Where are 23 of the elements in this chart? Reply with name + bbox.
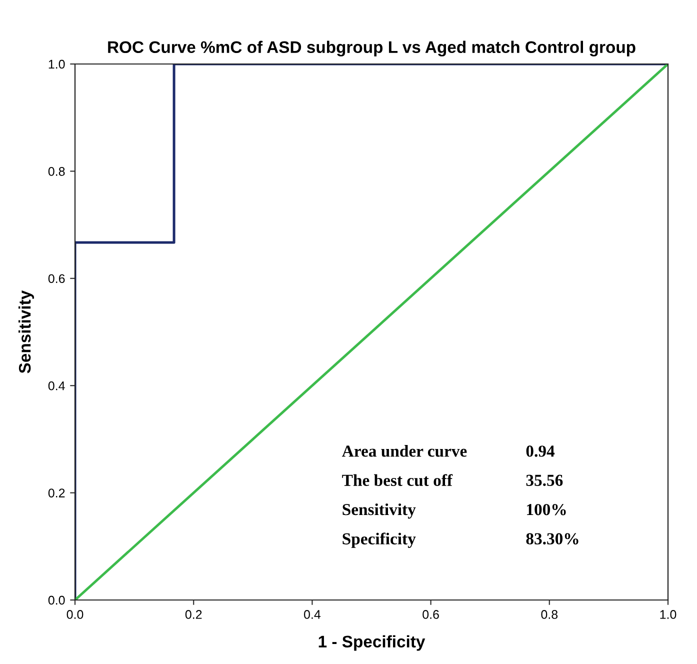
y-axis-title: Sensitivity	[18, 290, 34, 374]
y-tick-label: 0.0	[48, 596, 65, 605]
y-tick-label: 0.8	[48, 167, 65, 176]
x-tick-label: 0.2	[185, 610, 202, 619]
annotation: 0.94	[526, 446, 555, 457]
y-tick-label: 0.6	[48, 274, 65, 284]
y-tick-label: 1.0	[48, 60, 65, 69]
x-tick-label: 0.0	[66, 610, 84, 619]
x-axis-title: 1 - Specificity	[318, 635, 426, 651]
y-tick-label: 0.2	[48, 488, 65, 498]
annotation: 100%	[527, 504, 566, 516]
annotation: 35.56	[526, 474, 563, 486]
annotation: Sensitivity	[342, 503, 416, 519]
annotation: The best cut off	[342, 474, 453, 486]
x-tick-label: 1.0	[660, 610, 676, 619]
y-tick-label: 0.4	[48, 381, 65, 390]
annotation: Area under curve	[342, 445, 467, 457]
chart-title: ROC Curve %mC of ASD subgroup L vs Aged match Control group	[108, 40, 636, 56]
x-tick-label: 0.6	[422, 610, 439, 619]
annotation: Specificity	[342, 532, 416, 548]
x-tick-label: 0.4	[304, 610, 321, 619]
x-tick-label: 0.8	[541, 610, 558, 619]
annotation: 83.30%	[526, 533, 578, 544]
